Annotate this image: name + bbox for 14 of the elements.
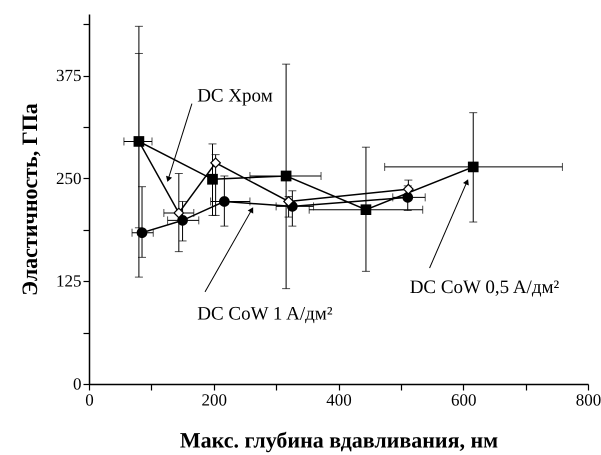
x-tick-label: 600 (451, 390, 476, 410)
x-tick-label: 0 (85, 390, 94, 410)
text: DC CoW 1 A/дм² (197, 303, 333, 324)
y-tick-label: 125 (56, 272, 82, 291)
text: DC CoW 0,5 A/дм² (410, 276, 560, 298)
x-axis-title: Макс. глубина вдавливания, нм (180, 428, 498, 452)
y-axis-title: Эластичность, ГПа (17, 103, 42, 296)
y-tick-label: 250 (56, 168, 82, 188)
y-tick-label: 0 (73, 374, 82, 394)
x-tick-label: 200 (202, 390, 227, 410)
y-tick-label: 375 (56, 66, 82, 86)
text: DC Хром (197, 85, 273, 106)
x-tick-label: 800 (576, 390, 601, 410)
x-tick-label: 400 (326, 390, 352, 410)
